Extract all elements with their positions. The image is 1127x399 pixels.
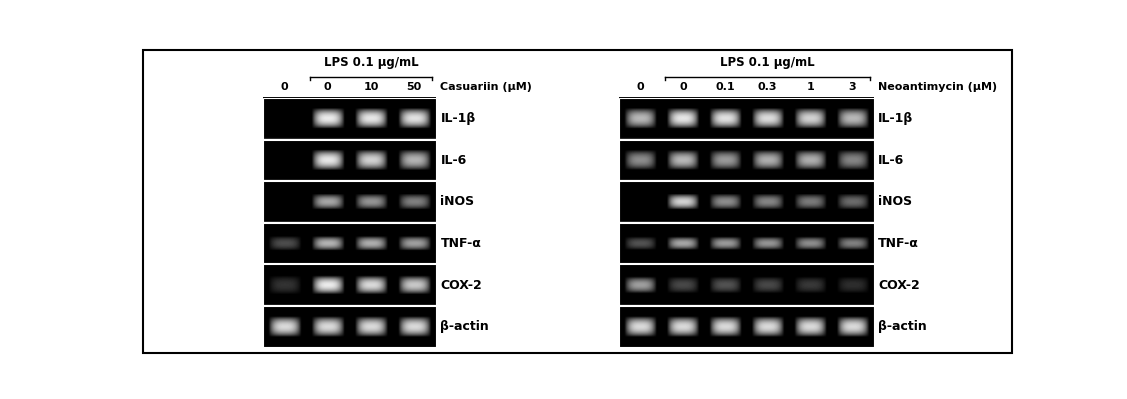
- Bar: [263, 98, 436, 348]
- Text: 1: 1: [806, 82, 814, 92]
- Text: IL-1β: IL-1β: [441, 112, 476, 125]
- Text: IL-6: IL-6: [878, 154, 905, 167]
- Text: IL-6: IL-6: [441, 154, 467, 167]
- Text: Neoantimycin (μM): Neoantimycin (μM): [878, 82, 997, 92]
- Text: 10: 10: [363, 82, 379, 92]
- Text: IL-1β: IL-1β: [878, 112, 914, 125]
- Text: COX-2: COX-2: [878, 279, 920, 292]
- Text: 50: 50: [407, 82, 421, 92]
- Text: β-actin: β-actin: [878, 320, 928, 333]
- Text: 0.3: 0.3: [758, 82, 778, 92]
- Text: TNF-α: TNF-α: [441, 237, 481, 250]
- Text: COX-2: COX-2: [441, 279, 482, 292]
- Text: LPS 0.1 μg/mL: LPS 0.1 μg/mL: [323, 56, 418, 69]
- Text: 3: 3: [849, 82, 857, 92]
- Text: 0: 0: [680, 82, 686, 92]
- Text: 0: 0: [637, 82, 645, 92]
- Text: iNOS: iNOS: [878, 196, 913, 208]
- Text: LPS 0.1 μg/mL: LPS 0.1 μg/mL: [720, 56, 815, 69]
- Text: 0: 0: [323, 82, 331, 92]
- Text: 0: 0: [281, 82, 289, 92]
- Text: TNF-α: TNF-α: [878, 237, 920, 250]
- Text: Casuariin (μM): Casuariin (μM): [441, 82, 532, 92]
- Bar: [620, 98, 873, 348]
- Text: iNOS: iNOS: [441, 196, 474, 208]
- Text: 0.1: 0.1: [716, 82, 735, 92]
- Text: β-actin: β-actin: [441, 320, 489, 333]
